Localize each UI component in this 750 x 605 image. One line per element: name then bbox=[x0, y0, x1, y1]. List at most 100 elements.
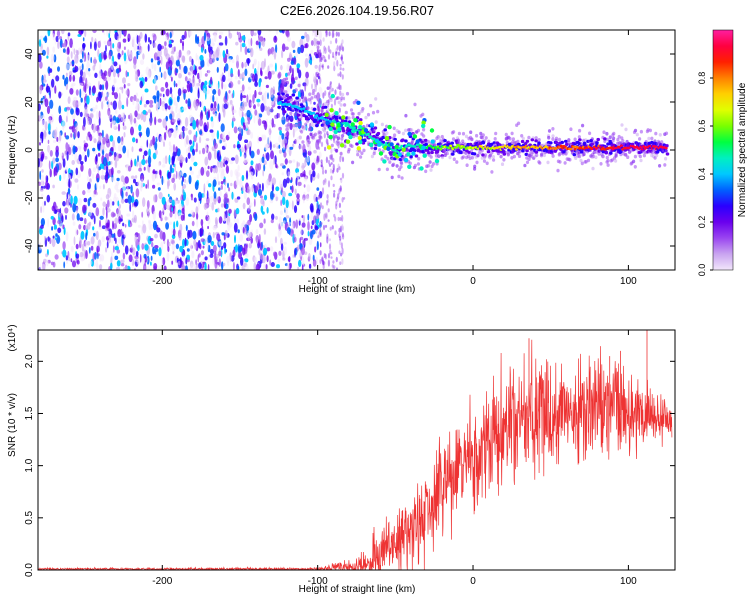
signal-body bbox=[281, 107, 285, 111]
noise-speckle bbox=[122, 125, 127, 130]
noise-speckle bbox=[241, 71, 245, 81]
snr-y-tick-label: 2.0 bbox=[24, 354, 35, 368]
noise-speckle bbox=[140, 178, 144, 187]
noise-speckle bbox=[249, 72, 252, 80]
noise-speckle bbox=[214, 113, 218, 118]
noise-speckle bbox=[283, 241, 287, 245]
noise-speckle bbox=[105, 203, 108, 210]
noise-speckle bbox=[70, 108, 74, 115]
noise-speckle bbox=[260, 67, 262, 76]
signal-halo bbox=[329, 88, 333, 93]
noise-speckle bbox=[158, 210, 162, 219]
noise-speckle bbox=[67, 187, 71, 195]
noise-speckle bbox=[91, 36, 94, 43]
noise-speckle bbox=[277, 222, 279, 227]
noise-speckle bbox=[308, 55, 311, 61]
noise-speckle bbox=[176, 95, 180, 103]
noise-speckle bbox=[130, 184, 133, 194]
noise-speckle bbox=[223, 103, 228, 110]
noise-speckle bbox=[270, 219, 274, 224]
noise-speckle bbox=[138, 148, 143, 152]
signal-blob bbox=[326, 145, 332, 150]
noise-speckle bbox=[327, 253, 331, 259]
noise-speckle bbox=[316, 40, 321, 45]
noise-speckle bbox=[291, 40, 296, 49]
noise-speckle bbox=[218, 187, 221, 191]
noise-speckle bbox=[318, 55, 322, 63]
noise-speckle bbox=[307, 150, 312, 156]
noise-speckle bbox=[273, 51, 277, 60]
signal-halo bbox=[388, 160, 392, 164]
signal-halo bbox=[599, 162, 603, 166]
noise-speckle bbox=[190, 195, 194, 201]
noise-speckle bbox=[99, 215, 104, 220]
noise-speckle bbox=[339, 177, 342, 181]
noise-speckle bbox=[102, 129, 104, 139]
noise-speckle bbox=[148, 109, 151, 114]
noise-speckle bbox=[336, 86, 339, 90]
noise-speckle bbox=[98, 116, 101, 126]
noise-speckle bbox=[321, 205, 324, 210]
noise-speckle bbox=[183, 127, 188, 131]
noise-speckle bbox=[191, 220, 195, 227]
noise-speckle bbox=[341, 46, 345, 52]
signal-halo bbox=[281, 116, 285, 121]
noise-speckle bbox=[338, 141, 341, 145]
noise-speckle bbox=[158, 163, 161, 167]
noise-speckle bbox=[322, 264, 325, 270]
noise-speckle bbox=[79, 82, 83, 87]
signal-halo bbox=[534, 136, 538, 140]
noise-speckle bbox=[241, 42, 246, 48]
noise-speckle bbox=[242, 122, 245, 126]
noise-speckle bbox=[236, 196, 241, 200]
noise-speckle bbox=[106, 209, 108, 219]
noise-speckle bbox=[254, 89, 257, 99]
noise-speckle bbox=[151, 173, 155, 180]
noise-speckle bbox=[111, 201, 115, 206]
noise-speckle bbox=[149, 40, 152, 45]
noise-speckle bbox=[233, 208, 237, 218]
noise-speckle bbox=[220, 184, 223, 190]
signal-halo bbox=[336, 96, 340, 100]
signal-core bbox=[457, 144, 461, 147]
noise-speckle bbox=[232, 115, 235, 122]
signal-halo bbox=[285, 80, 289, 85]
noise-speckle bbox=[291, 185, 294, 194]
noise-speckle bbox=[338, 107, 341, 113]
noise-speckle bbox=[102, 136, 106, 145]
signal-halo bbox=[285, 127, 289, 132]
noise-speckle bbox=[141, 46, 143, 52]
noise-speckle bbox=[310, 225, 313, 230]
noise-speckle bbox=[64, 150, 66, 157]
noise-speckle bbox=[265, 84, 269, 89]
noise-speckle bbox=[312, 259, 317, 267]
noise-speckle bbox=[159, 135, 164, 143]
noise-speckle bbox=[131, 146, 134, 153]
noise-speckle bbox=[168, 43, 173, 48]
noise-speckle bbox=[71, 213, 75, 221]
noise-speckle bbox=[169, 164, 173, 174]
noise-speckle bbox=[168, 241, 171, 247]
signal-halo bbox=[408, 161, 412, 166]
noise-speckle bbox=[180, 214, 185, 221]
noise-speckle bbox=[105, 133, 109, 142]
noise-speckle bbox=[40, 206, 42, 214]
noise-speckle bbox=[218, 216, 223, 224]
signal-halo bbox=[457, 131, 461, 136]
noise-speckle bbox=[220, 171, 225, 180]
signal-halo bbox=[294, 88, 298, 92]
signal-halo bbox=[410, 128, 414, 132]
colorbar-tick-label: 0.0 bbox=[697, 264, 707, 277]
signal-halo bbox=[653, 139, 657, 143]
noise-speckle bbox=[60, 152, 63, 157]
noise-speckle bbox=[122, 30, 127, 35]
spectrogram-x-tick-label: 100 bbox=[620, 276, 637, 287]
signal-halo bbox=[554, 136, 559, 141]
noise-speckle bbox=[47, 30, 51, 37]
noise-speckle bbox=[339, 238, 342, 246]
noise-speckle bbox=[135, 138, 138, 144]
noise-speckle bbox=[167, 171, 172, 179]
noise-speckle bbox=[197, 200, 200, 211]
noise-speckle bbox=[70, 51, 73, 59]
noise-speckle bbox=[335, 47, 338, 55]
